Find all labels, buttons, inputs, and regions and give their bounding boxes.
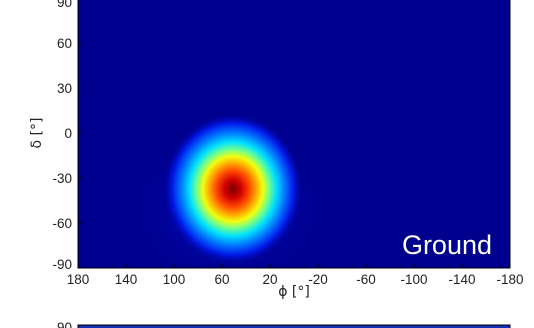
x-tick-label: 140 xyxy=(115,272,138,287)
y-tick-label: 60 xyxy=(57,36,72,51)
x-tick-label: -60 xyxy=(356,272,376,287)
x-tick-label: 60 xyxy=(214,272,229,287)
y-axis-label: δ [°] xyxy=(29,118,45,149)
y-tick-label: 30 xyxy=(57,81,72,96)
next-panel-y-tick-label: 90 xyxy=(57,320,72,328)
x-axis-label: ϕ [°] xyxy=(278,284,310,300)
x-tick-label: -140 xyxy=(448,272,475,287)
x-tick-label: 180 xyxy=(67,272,90,287)
y-tick-label: 0 xyxy=(64,126,72,141)
x-tick-label: -20 xyxy=(308,272,328,287)
next-panel-top xyxy=(77,324,511,328)
heatmap-peak xyxy=(162,113,303,265)
x-tick-label: 20 xyxy=(262,272,277,287)
ground-annotation: Ground xyxy=(402,230,492,260)
heatmap-field xyxy=(128,113,329,268)
y-tick-label: -90 xyxy=(52,257,72,272)
x-tick-label: -100 xyxy=(400,272,427,287)
x-tick-label: 100 xyxy=(163,272,186,287)
y-tick-label: -60 xyxy=(52,216,72,231)
y-tick-label: 90 xyxy=(57,0,72,10)
y-tick-label: -30 xyxy=(52,171,72,186)
x-tick-label: -180 xyxy=(496,272,523,287)
